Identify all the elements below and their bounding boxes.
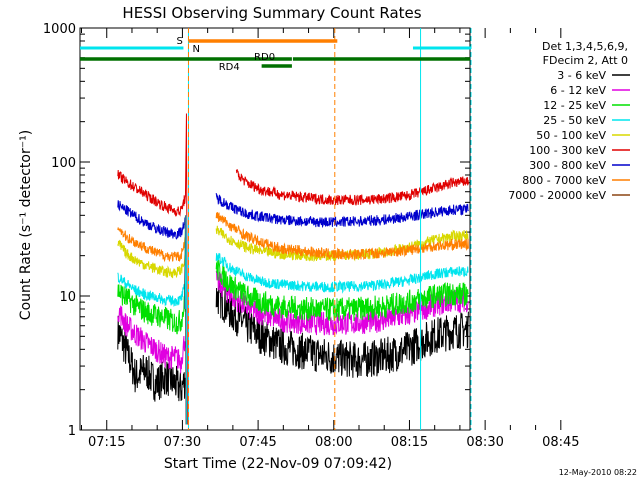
series-line-0 <box>215 282 469 378</box>
legend-label: 25 - 50 keV <box>543 114 606 127</box>
state-label-rd0: RD0 <box>254 52 275 63</box>
x-tick-label: 08:30 <box>466 435 503 450</box>
state-bars: SN RD0 RD4 <box>80 28 472 430</box>
y-tick-label: 10 <box>59 290 76 305</box>
x-axis-label: Start Time (22-Nov-09 07:09:42) <box>164 456 392 472</box>
state-label-rd4: RD4 <box>219 62 240 73</box>
y-tick-label: 1 <box>68 424 76 439</box>
legend-label: 7000 - 20000 keV <box>508 189 606 202</box>
y-axis-label: Count Rate (s⁻¹ detector⁻¹) <box>18 130 34 320</box>
legend: Det 1,3,4,5,6,9,FDecim 2, Att 0 3 - 6 keV… <box>508 40 630 202</box>
legend-label: 3 - 6 keV <box>557 69 606 82</box>
legend-header: Det 1,3,4,5,6,9, <box>542 40 628 53</box>
spike-line <box>184 215 188 425</box>
series-line-4 <box>117 239 186 279</box>
series-line-0 <box>117 315 186 402</box>
x-tick-label: 07:30 <box>164 435 201 450</box>
series-line-7 <box>117 227 186 263</box>
chart-title: HESSI Observing Summary Count Rates <box>122 4 421 22</box>
state-label-s: S <box>176 36 182 47</box>
legend-label: 100 - 300 keV <box>529 144 606 157</box>
y-tick-label: 100 <box>51 156 76 171</box>
plot-frame <box>79 27 471 431</box>
x-tick-label: 08:00 <box>315 435 352 450</box>
series-line-1 <box>117 305 186 374</box>
x-tick-label: 07:45 <box>239 435 276 450</box>
legend-header: FDecim 2, Att 0 <box>543 54 628 67</box>
x-tick-label: 07:15 <box>88 435 125 450</box>
series-line-3 <box>215 252 469 294</box>
series-line-3 <box>117 272 186 307</box>
series-lines <box>117 113 469 425</box>
series-line-7 <box>215 212 469 261</box>
series-line-6 <box>215 193 469 229</box>
legend-label: 800 - 7000 keV <box>522 174 606 187</box>
axes: 1 10 100 1000 07:15 07:30 07:45 08:00 08:15 08:30… <box>43 22 580 450</box>
footer-date: 12-May-2010 08:22 <box>559 468 637 477</box>
y-tick-label: 1000 <box>43 22 76 37</box>
legend-label: 6 - 12 keV <box>550 84 606 97</box>
x-tick-label: 08:15 <box>391 435 428 450</box>
series-line-5 <box>235 169 469 206</box>
legend-label: 300 - 800 keV <box>529 159 606 172</box>
flare-spike <box>184 113 188 425</box>
state-label-n: N <box>192 44 199 55</box>
x-tick-label: 08:45 <box>542 435 579 450</box>
legend-label: 50 - 100 keV <box>536 129 606 142</box>
series-line-6 <box>117 200 186 240</box>
series-line-2 <box>117 284 186 335</box>
legend-label: 12 - 25 keV <box>543 99 606 112</box>
series-line-2 <box>215 259 469 322</box>
series-line-5 <box>117 169 186 217</box>
